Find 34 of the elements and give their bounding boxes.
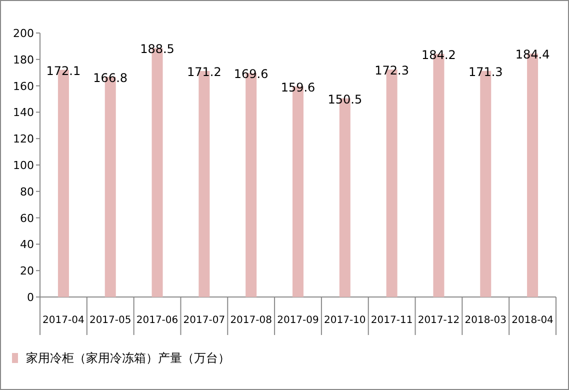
y-tick-label: 140 bbox=[13, 106, 34, 120]
x-tick-label: 2017-12 bbox=[418, 315, 460, 326]
y-tick-label: 40 bbox=[20, 238, 34, 252]
data-label: 184.2 bbox=[422, 48, 456, 62]
data-label: 166.8 bbox=[93, 70, 128, 85]
data-label: 188.5 bbox=[140, 42, 174, 56]
y-tick-label: 0 bbox=[27, 291, 34, 304]
data-label: 159.6 bbox=[280, 80, 316, 94]
x-tick-label: 2017-05 bbox=[89, 315, 132, 326]
data-label: 171.2 bbox=[187, 65, 222, 80]
x-tick-label: 2018-03 bbox=[464, 315, 507, 326]
x-tick-label: 2017-06 bbox=[136, 315, 178, 326]
data-label: 172.1 bbox=[46, 64, 81, 78]
data-label: 169.6 bbox=[234, 67, 268, 82]
x-tick-label: 2018-04 bbox=[512, 315, 554, 326]
y-tick-label: 120 bbox=[13, 132, 34, 146]
data-label: 184.4 bbox=[515, 48, 550, 62]
y-tick-label: 100 bbox=[13, 159, 34, 172]
data-label: 171.3 bbox=[468, 64, 503, 79]
data-label: 150.5 bbox=[328, 92, 362, 106]
y-tick-label: 200 bbox=[13, 27, 34, 40]
y-tick-label: 20 bbox=[20, 264, 34, 278]
x-tick-label: 2017-10 bbox=[324, 315, 366, 326]
y-tick-label: 80 bbox=[20, 185, 34, 198]
x-tick-label: 2017-04 bbox=[42, 315, 84, 326]
y-tick-label: 160 bbox=[13, 80, 34, 93]
legend-label: 家用冷柜（家用冷冻箱）产量（万台） bbox=[26, 351, 230, 365]
y-tick-label: 60 bbox=[20, 212, 34, 225]
x-tick-label: 2017-08 bbox=[230, 315, 272, 326]
data-label: 172.3 bbox=[374, 64, 409, 78]
y-tick-label: 180 bbox=[13, 53, 34, 66]
x-tick-label: 2017-07 bbox=[183, 315, 226, 326]
x-tick-label: 2017-11 bbox=[370, 315, 413, 326]
x-tick-label: 2017-09 bbox=[277, 315, 319, 326]
